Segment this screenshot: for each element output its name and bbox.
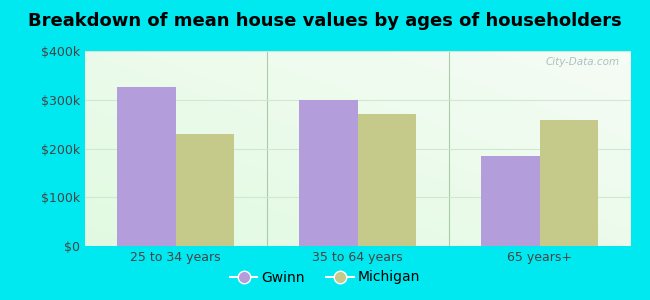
Bar bbox=[176, 134, 234, 246]
Bar bbox=[540, 120, 598, 246]
Bar bbox=[299, 100, 358, 246]
Legend: Gwinn, Michigan: Gwinn, Michigan bbox=[224, 265, 426, 290]
Bar bbox=[358, 114, 416, 246]
Text: City-Data.com: City-Data.com bbox=[545, 57, 619, 67]
Bar bbox=[481, 156, 540, 246]
Bar bbox=[117, 87, 176, 246]
Text: Breakdown of mean house values by ages of householders: Breakdown of mean house values by ages o… bbox=[28, 12, 622, 30]
